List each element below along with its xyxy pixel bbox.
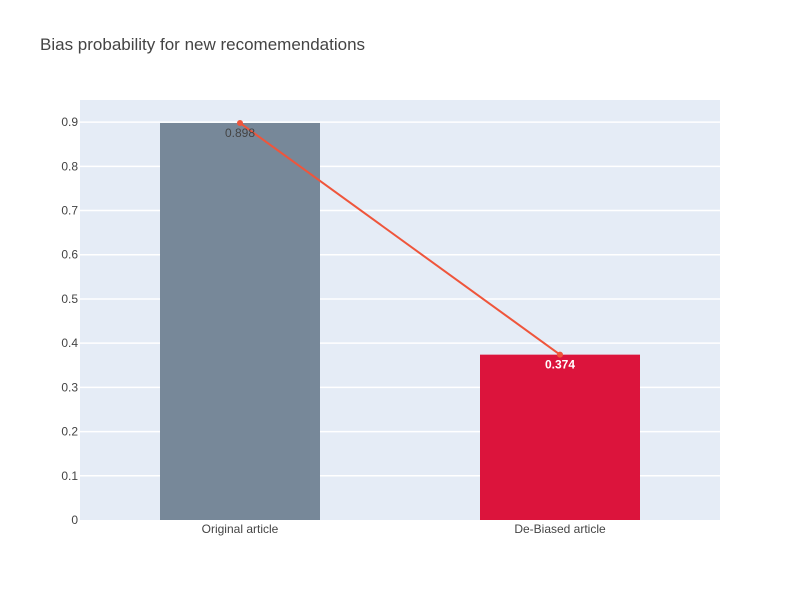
y-tick-label: 0.1	[61, 469, 78, 483]
overlay-line	[237, 119, 563, 358]
x-axis-ticks: Original article De-Biased article	[202, 522, 606, 536]
bar	[160, 122, 320, 520]
data-label: 0.898	[225, 126, 255, 140]
bar	[480, 354, 640, 520]
y-tick-label: 0.9	[61, 115, 78, 129]
overlay-line-point	[557, 351, 563, 358]
chart-title: Bias probability for new recomemendation…	[40, 35, 365, 54]
y-tick-label: 0.8	[61, 159, 78, 173]
y-tick-label: 0.7	[61, 204, 78, 218]
y-tick-label: 0.3	[61, 380, 78, 394]
y-tick-label: 0.6	[61, 248, 78, 262]
data-labels: 0.898 0.374	[225, 126, 575, 372]
overlay-line-point	[237, 119, 243, 126]
bars	[160, 122, 640, 520]
y-axis-ticks: 0 0.1 0.2 0.3 0.4 0.5 0.6 0.7 0.8 0.9	[61, 115, 78, 527]
y-tick-label: 0.4	[61, 336, 78, 350]
overlay-line-path	[239, 122, 561, 356]
y-tick-label: 0.5	[61, 292, 78, 306]
x-tick-label: Original article	[202, 522, 279, 536]
y-tick-label: 0	[71, 513, 78, 527]
y-tick-label: 0.2	[61, 425, 78, 439]
data-label: 0.374	[545, 358, 575, 372]
x-tick-label: De-Biased article	[514, 522, 606, 536]
